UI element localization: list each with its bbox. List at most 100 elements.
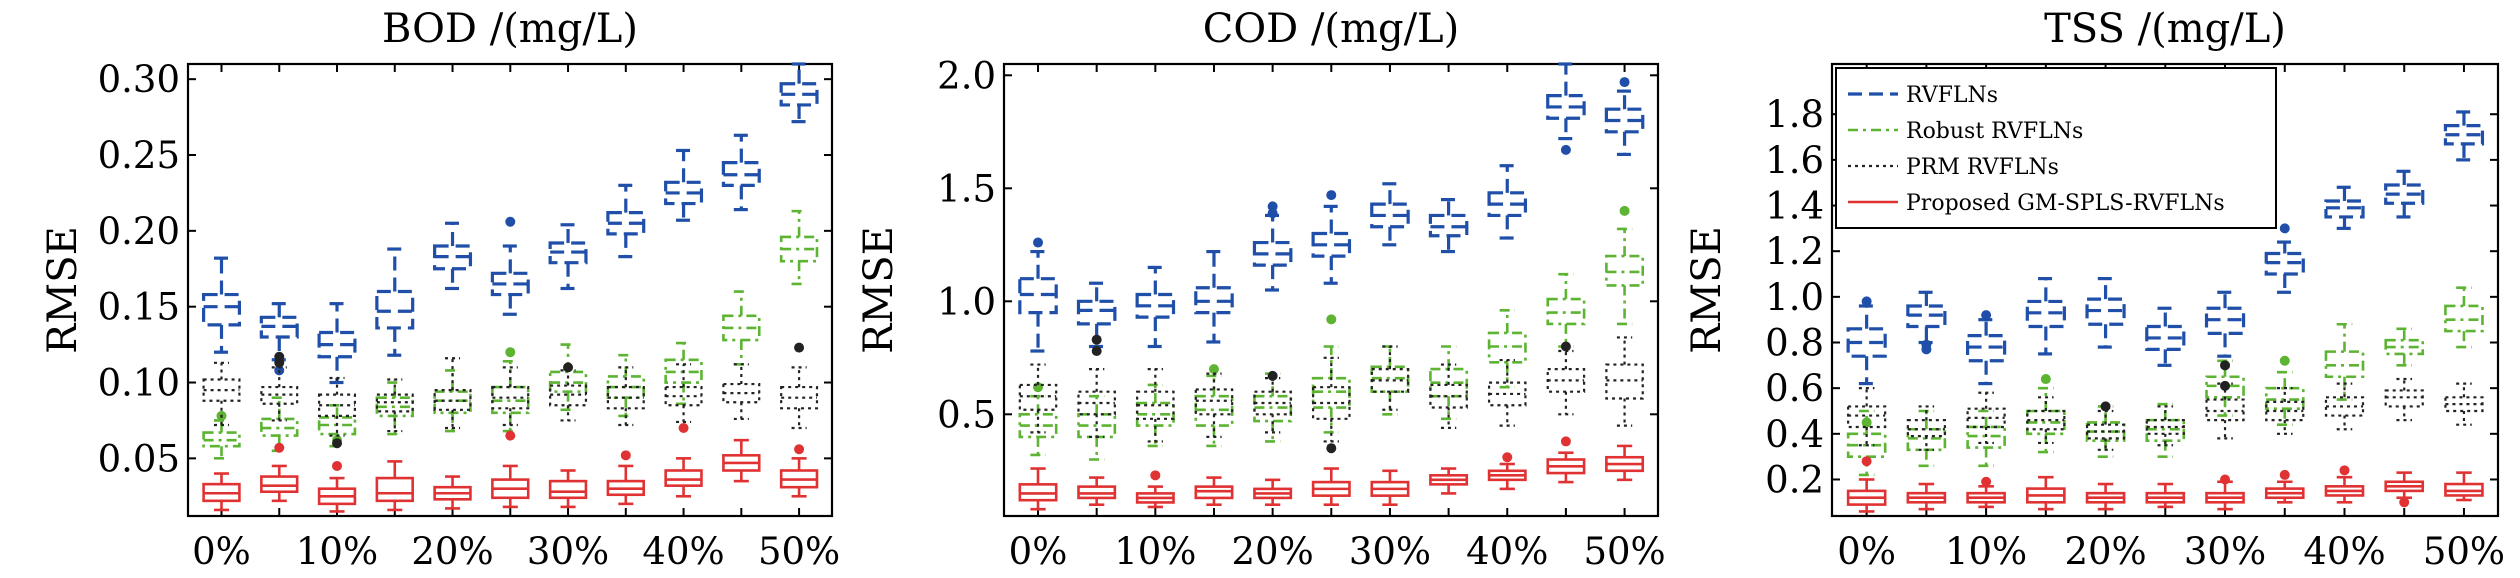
outlier-point	[274, 442, 285, 453]
box-0-0	[201, 256, 242, 354]
box-3-9	[1546, 436, 1586, 484]
box-3-8	[1487, 452, 1527, 491]
y-tick-label: 0.25	[98, 134, 180, 177]
y-tick-label: 0.8	[1765, 322, 1824, 365]
box-0-4	[2085, 276, 2126, 349]
box-3-4	[1253, 478, 1293, 507]
outlier-point	[620, 450, 631, 461]
box-1-3	[1194, 364, 1234, 448]
y-axis-label: RMSE	[40, 226, 86, 354]
box-0-6	[2204, 290, 2246, 358]
box-2-4	[2085, 401, 2126, 451]
box-3-4	[2085, 482, 2126, 511]
box-2-5	[2145, 405, 2185, 447]
box-2-0	[202, 361, 241, 427]
outlier-point	[2279, 469, 2290, 480]
x-tick-label: 10%	[296, 530, 378, 573]
outlier-point	[2279, 223, 2290, 234]
box-1-9	[1546, 272, 1586, 348]
box-2-5	[491, 366, 530, 427]
y-tick-label: 1.6	[1765, 139, 1824, 182]
box-0-7	[1428, 198, 1469, 254]
box-0-3	[375, 247, 415, 357]
box-body	[1253, 394, 1293, 423]
box-body	[260, 475, 299, 494]
y-tick-label: 0.2	[1765, 458, 1824, 501]
box-1-10	[779, 209, 819, 286]
box-2-1	[1906, 405, 1946, 451]
box-2-8	[1487, 358, 1527, 427]
box-0-1	[259, 302, 299, 376]
box-2-6	[549, 362, 588, 422]
y-tick-label: 0.15	[98, 286, 180, 329]
box-3-10	[1605, 444, 1645, 482]
y-tick-label: 0.20	[98, 210, 180, 253]
box-2-7	[2265, 387, 2305, 435]
series-3	[1018, 436, 1645, 511]
x-tick-label: 0%	[192, 530, 251, 573]
box-3-8	[664, 423, 703, 498]
box-0-2	[317, 302, 357, 385]
box-0-4	[1252, 201, 1293, 292]
outlier-point	[794, 342, 805, 353]
x-tick-label: 30%	[527, 530, 609, 573]
box-1-0	[202, 410, 241, 460]
outlier-point	[1267, 370, 1278, 381]
x-tick-label: 0%	[1009, 530, 1068, 573]
outlier-point	[1619, 77, 1630, 88]
outlier-point	[794, 444, 805, 455]
box-1-3	[2026, 374, 2066, 454]
y-tick-label: 1.8	[1765, 93, 1824, 136]
box-0-8	[2324, 185, 2365, 230]
box-3-5	[2145, 482, 2186, 509]
box-0-3	[1194, 249, 1234, 344]
box-0-4	[433, 221, 473, 291]
box-0-5	[2145, 306, 2186, 367]
box-2-3	[2026, 396, 2066, 445]
outlier-point	[505, 347, 516, 358]
outlier-point	[505, 430, 516, 441]
box-0-10	[2443, 110, 2485, 162]
box-2-3	[1194, 372, 1234, 438]
chart-title: TSS /(mg/L)	[2044, 6, 2286, 52]
y-tick-label: 1.0	[1765, 276, 1824, 319]
outlier-point	[1502, 452, 1513, 463]
box-2-9	[2384, 377, 2424, 422]
box-2-7	[1429, 363, 1468, 429]
box-3-7	[606, 450, 646, 506]
box-3-9	[722, 438, 761, 483]
box-3-1	[1906, 482, 1947, 511]
x-tick-label: 40%	[2303, 530, 2385, 573]
y-tick-label: 0.4	[1765, 413, 1824, 456]
box-2-3	[375, 378, 414, 433]
box-2-4	[433, 357, 472, 430]
box-1-3	[375, 381, 414, 436]
box-body	[2145, 419, 2185, 435]
legend: RVFLNs Robust RVFLNs PRM RVFLNs Proposed GM…	[1835, 67, 2277, 229]
box-3-3	[1194, 476, 1234, 507]
box-0-8	[664, 148, 704, 222]
x-tick-label: 50%	[1583, 530, 1665, 573]
box-1-9	[2384, 327, 2425, 367]
legend-entry: Proposed GM-SPLS-RVFLNs	[1906, 191, 2225, 216]
box-3-0	[202, 472, 241, 512]
box-body	[1605, 363, 1644, 400]
box-0-6	[1370, 182, 1410, 247]
outlier-point	[2399, 497, 2410, 508]
x-tick-label: 20%	[1232, 530, 1314, 573]
y-tick-label: 0.10	[98, 362, 180, 405]
box-body	[2324, 350, 2365, 379]
box-3-5	[491, 430, 530, 509]
outlier-point	[1861, 417, 1872, 428]
box-3-7	[1429, 467, 1469, 495]
series-2	[1847, 360, 2484, 451]
box-3-6	[548, 469, 588, 509]
box-body	[2444, 396, 2484, 413]
series-2	[202, 342, 819, 449]
box-1-1	[1077, 394, 1117, 461]
box-1-5	[491, 347, 530, 433]
chart-title: BOD /(mg/L)	[382, 6, 638, 52]
box-0-3	[2025, 276, 2066, 356]
y-tick-label: 1.5	[937, 167, 996, 210]
